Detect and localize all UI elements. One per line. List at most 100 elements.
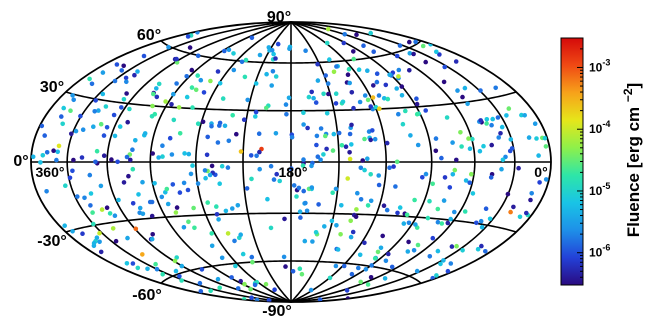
source-point — [370, 95, 376, 100]
source-point — [399, 93, 405, 98]
source-point — [333, 91, 339, 96]
source-point — [356, 67, 362, 72]
source-point — [358, 197, 364, 202]
source-point — [173, 210, 179, 215]
source-point — [130, 147, 135, 152]
source-point — [170, 182, 176, 187]
source-point — [269, 47, 275, 53]
source-point — [235, 286, 241, 291]
lat-label-minus90: -90° — [262, 303, 292, 320]
source-point — [245, 97, 250, 103]
source-point — [368, 198, 374, 204]
source-point — [403, 108, 408, 114]
source-point — [543, 144, 549, 149]
source-point — [345, 72, 351, 77]
source-point — [182, 151, 187, 156]
source-point — [353, 214, 359, 219]
source-point — [536, 153, 541, 158]
source-point — [445, 220, 451, 226]
source-point — [165, 201, 171, 207]
source-point — [51, 148, 56, 153]
parallel-line — [160, 40, 422, 64]
source-point — [437, 52, 442, 57]
source-point — [304, 208, 310, 214]
source-point — [169, 102, 174, 107]
source-point — [483, 249, 488, 254]
source-point — [371, 83, 376, 88]
source-point — [197, 280, 203, 286]
source-point — [394, 86, 400, 91]
source-point — [327, 57, 332, 62]
source-point — [125, 235, 130, 241]
source-point — [238, 278, 243, 284]
source-point — [315, 78, 321, 83]
source-point — [463, 178, 469, 183]
source-point — [334, 64, 339, 69]
source-point — [112, 78, 118, 84]
source-point — [370, 128, 375, 133]
source-point — [192, 225, 197, 231]
source-point — [394, 159, 400, 165]
source-point — [90, 210, 95, 215]
source-point — [140, 179, 145, 185]
source-point — [435, 206, 441, 212]
source-point — [517, 214, 523, 220]
source-point — [311, 95, 316, 101]
source-point — [330, 148, 336, 153]
source-point — [358, 165, 364, 171]
source-point — [154, 86, 159, 91]
source-point — [271, 177, 277, 182]
source-point — [368, 104, 374, 109]
source-point — [135, 69, 140, 74]
source-point — [301, 157, 306, 162]
source-point — [253, 114, 258, 119]
source-point — [59, 114, 64, 119]
source-point — [323, 73, 329, 78]
source-point — [423, 171, 429, 177]
source-point — [459, 144, 464, 149]
source-point — [297, 209, 303, 214]
source-point — [427, 198, 432, 204]
source-point — [225, 165, 231, 170]
source-point — [71, 157, 76, 163]
source-point — [309, 89, 315, 95]
source-point — [97, 230, 102, 236]
source-point — [291, 183, 297, 188]
source-point — [169, 152, 175, 157]
source-point — [132, 72, 137, 78]
source-point — [333, 186, 339, 192]
source-point — [356, 265, 361, 271]
source-point — [534, 136, 539, 141]
source-point — [351, 105, 356, 111]
source-point — [400, 121, 406, 127]
source-point — [220, 96, 226, 101]
source-point — [111, 112, 117, 118]
source-point — [140, 211, 146, 217]
source-point — [270, 69, 276, 74]
source-point — [78, 113, 83, 119]
source-point — [448, 216, 454, 222]
source-point — [190, 105, 195, 110]
source-point — [253, 109, 259, 115]
source-point — [454, 243, 459, 249]
source-point — [98, 183, 104, 189]
source-point — [240, 251, 246, 257]
source-point — [362, 240, 367, 246]
source-point — [478, 118, 484, 123]
source-point — [256, 131, 262, 136]
source-point — [124, 79, 129, 85]
source-point — [273, 131, 279, 136]
source-point — [355, 190, 360, 196]
source-point — [411, 248, 417, 253]
source-point — [117, 124, 123, 129]
source-point — [191, 205, 196, 211]
source-point — [283, 264, 288, 269]
source-point — [490, 116, 496, 122]
source-point — [154, 266, 160, 272]
source-point — [125, 119, 130, 125]
source-point — [371, 49, 377, 54]
source-point — [124, 91, 129, 96]
source-point — [453, 59, 459, 64]
source-point — [121, 97, 127, 102]
source-point — [519, 112, 524, 118]
